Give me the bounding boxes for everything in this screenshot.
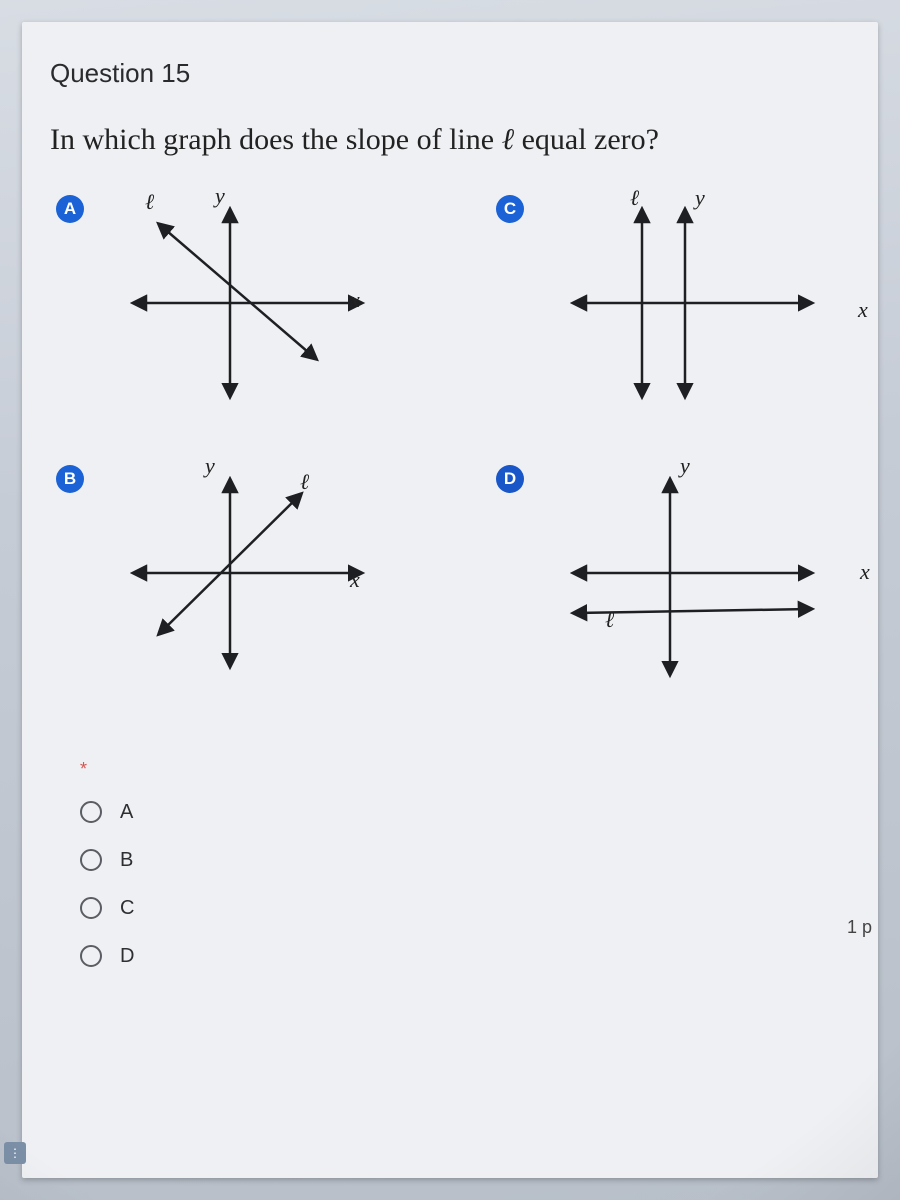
graph-B: B y x ℓ [50, 459, 470, 719]
graph-A-svg [110, 193, 410, 423]
graph-D-line-label: ℓ [605, 607, 614, 633]
graph-B-x-label: x [350, 567, 360, 593]
question-card: Question 15 In which graph does the slop… [22, 22, 878, 1178]
radio-D[interactable] [80, 945, 102, 967]
graph-C-x-label: x [858, 297, 868, 323]
graph-C-svg [550, 193, 850, 423]
radio-A[interactable] [80, 801, 102, 823]
question-text-suffix: equal zero? [514, 123, 659, 156]
graph-C-line-label: ℓ [630, 185, 639, 211]
answer-label-A: A [120, 801, 133, 824]
required-marker: * [80, 759, 850, 780]
badge-C: C [496, 195, 524, 223]
answer-label-D: D [120, 945, 134, 968]
graph-D: D y x ℓ [490, 459, 900, 719]
graph-A-line-label: ℓ [145, 189, 154, 215]
graph-B-line-label: ℓ [300, 469, 309, 495]
graph-C-y-label: y [695, 185, 705, 211]
answer-row-C[interactable]: C [80, 884, 850, 932]
side-tool-icon[interactable]: ⋮ [4, 1142, 26, 1164]
line-symbol: ℓ [502, 123, 515, 156]
graph-D-y-label: y [680, 453, 690, 479]
answer-row-D[interactable]: D [80, 932, 850, 980]
graph-A: A y x ℓ [50, 189, 470, 449]
question-text-prefix: In which graph does the slope of line [50, 123, 502, 156]
graph-D-svg [550, 463, 850, 693]
question-number: Question 15 [50, 58, 850, 89]
badge-A: A [56, 195, 84, 223]
graph-D-x-label: x [860, 559, 870, 585]
question-text: In which graph does the slope of line ℓ … [50, 123, 850, 157]
points-label: 1 p [847, 917, 872, 938]
answer-row-B[interactable]: B [80, 836, 850, 884]
graphs-grid: A y x ℓ C [50, 189, 850, 729]
answer-label-B: B [120, 849, 133, 872]
badge-D: D [496, 465, 524, 493]
graph-B-svg [110, 463, 410, 693]
radio-C[interactable] [80, 897, 102, 919]
answer-label-C: C [120, 897, 134, 920]
graph-A-y-label: y [215, 183, 225, 209]
graph-B-y-label: y [205, 453, 215, 479]
badge-B: B [56, 465, 84, 493]
answer-row-A[interactable]: A [80, 788, 850, 836]
answer-list: A B C D [80, 788, 850, 980]
graph-C: C y x ℓ [490, 189, 900, 449]
graph-A-x-label: x [350, 287, 360, 313]
radio-B[interactable] [80, 849, 102, 871]
